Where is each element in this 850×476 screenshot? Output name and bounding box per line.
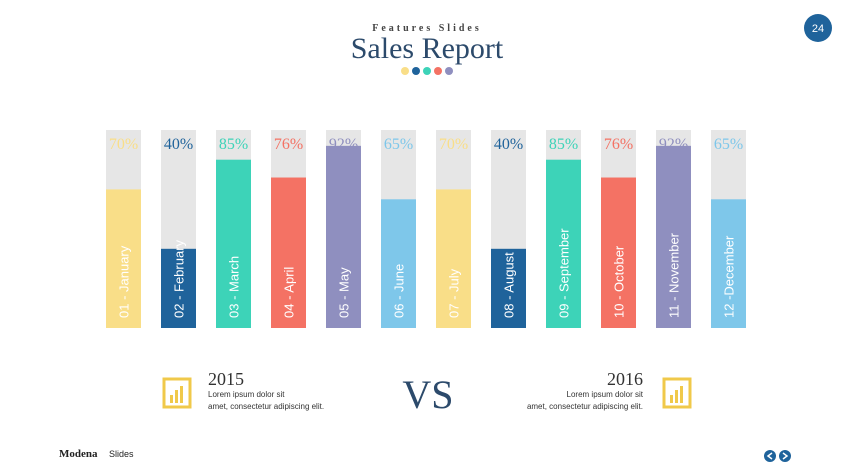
value-label: 76% [604, 136, 633, 153]
bar [656, 145, 691, 328]
value-label: 85% [549, 136, 578, 153]
category-label: 09 - September [557, 228, 572, 318]
year-right: 2016 [607, 369, 643, 389]
bar [161, 248, 196, 328]
subtitle: Features Slides [372, 23, 482, 34]
value-label: 40% [494, 136, 523, 153]
value-label: 65% [714, 136, 743, 153]
bar [271, 177, 306, 328]
category-label: 08 - August [502, 252, 517, 318]
bar [711, 199, 746, 328]
icon-left [162, 377, 192, 409]
value-label: 70% [109, 136, 138, 153]
title-dots [401, 67, 453, 75]
brand: Modena [59, 448, 98, 460]
text-right: Lorem ipsum dolor sit [567, 390, 644, 399]
category-label: 01 - January [117, 245, 132, 318]
category-label: 10 - October [612, 245, 627, 318]
category-label: 02 - February [172, 239, 187, 318]
category-label: 07 - July [447, 268, 462, 318]
bar [546, 159, 581, 328]
vs: VS [402, 372, 453, 417]
prev-button[interactable] [764, 450, 776, 462]
value-label: 65% [384, 136, 413, 153]
value-label: 92% [329, 136, 358, 153]
bar [601, 177, 636, 328]
value-label: 92% [659, 136, 688, 153]
icon-right [662, 377, 692, 409]
category-label: 04 - April [282, 267, 297, 318]
next-button[interactable] [779, 450, 791, 462]
page-badge [804, 14, 832, 42]
bar [106, 189, 141, 328]
chart: 70% 01 - January 40% 02 - February 85% 03 - M… [106, 130, 746, 328]
bar [326, 145, 361, 328]
value-label: 70% [439, 136, 468, 153]
text-right: amet, consectetur adipiscing elit. [527, 402, 643, 411]
category-label: 03 - March [227, 256, 242, 318]
value-label: 76% [274, 136, 303, 153]
category-label: 12 -December [722, 235, 737, 318]
year-left: 2015 [208, 369, 244, 389]
text-left: Lorem ipsum dolor sit [208, 390, 285, 399]
bar [436, 189, 471, 328]
value-label: 85% [219, 136, 248, 153]
title: Sales Report [351, 32, 504, 65]
bar [381, 199, 416, 328]
brand-suffix: Slides [109, 449, 134, 459]
text-left: amet, consectetur adipiscing elit. [208, 402, 324, 411]
page-number: 24 [812, 23, 824, 35]
category-label: 06 - June [392, 264, 407, 318]
bar [216, 159, 251, 328]
category-label: 11 - November [667, 232, 682, 318]
value-label: 40% [164, 136, 193, 153]
category-label: 05 - May [337, 267, 352, 318]
bar [491, 248, 526, 328]
